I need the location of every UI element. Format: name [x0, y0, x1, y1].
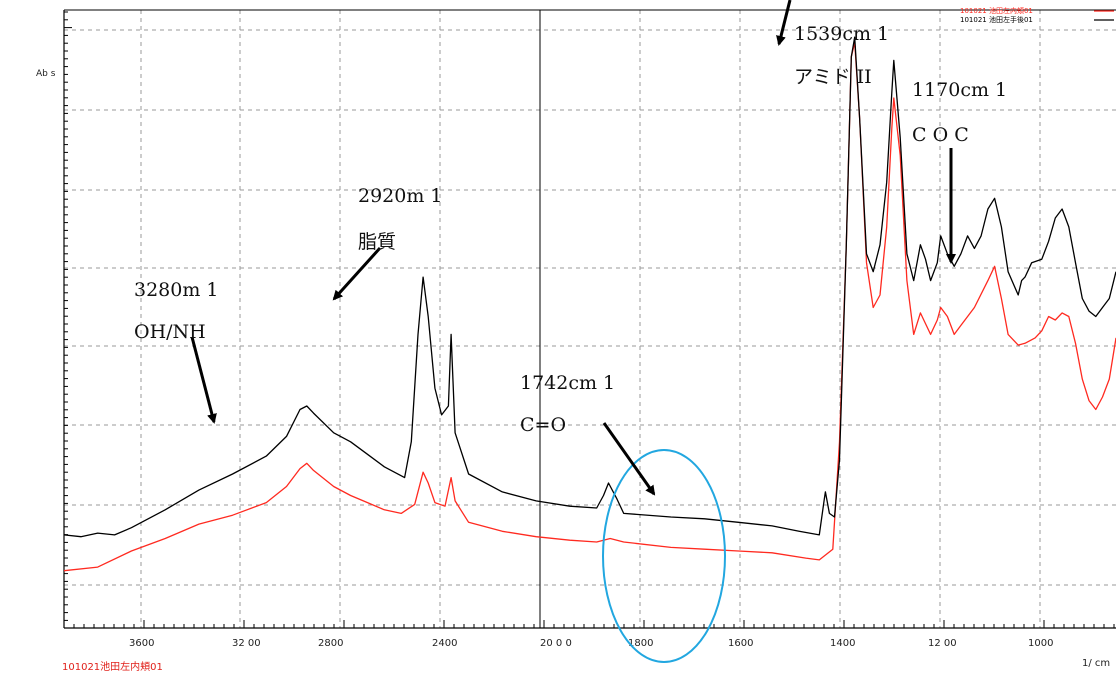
x-tick-label: 1000 — [1028, 638, 1053, 649]
x-tick-label: 32 00 — [232, 638, 261, 649]
legend: 101021 池田左内頬01 101021 池田左手後01 — [960, 6, 1114, 24]
annotation-1170-label: 1170cm 1 — [912, 79, 1007, 101]
arrow-3280 — [190, 336, 217, 424]
annotation-2920-sub: 脂質 — [358, 231, 396, 253]
legend-item-red-label: 101021 池田左内頬01 — [960, 6, 1033, 15]
arrow-1539 — [776, 0, 792, 46]
x-tick-label: 1400 — [830, 638, 855, 649]
series-line-red — [63, 41, 1116, 572]
grid — [64, 10, 1116, 628]
x-tick-label: 1800 — [628, 638, 653, 649]
arrow-1742 — [602, 422, 656, 496]
annotation-3280-sub: OH/NH — [134, 321, 206, 343]
annotation-1539-sub: アミド II — [794, 66, 872, 88]
x-tick-label: 20 0 0 — [540, 638, 572, 649]
axis-ticks: 3600 32 00 2800 2400 20 0 0 1800 1600 1400 12 00… — [63, 11, 1115, 649]
annotation-2920-label: 2920m 1 — [358, 185, 443, 207]
x-tick-label: 3600 — [129, 638, 154, 649]
highlight-layer — [602, 449, 726, 663]
annotation-3280-label: 3280m 1 — [134, 279, 219, 301]
plot-frame — [63, 9, 1116, 629]
annotation-1742-label: 1742cm 1 — [520, 372, 615, 394]
c-o-highlight-ellipse — [602, 449, 726, 663]
x-tick-label: 12 00 — [928, 638, 957, 649]
x-tick-label: 2400 — [432, 638, 457, 649]
legend-item-black-label: 101021 池田左手後01 — [960, 15, 1033, 24]
series-line-black — [63, 36, 1116, 538]
x-axis-unit: 1/ cm — [1082, 658, 1110, 669]
annotation-1539-label: 1539cm 1 — [794, 23, 889, 45]
series-layer — [63, 36, 1116, 572]
annotation-1170-sub: C O C — [912, 124, 969, 146]
sample-id-label: 101021池田左内頬01 — [62, 660, 163, 673]
x-tick-label: 2800 — [318, 638, 343, 649]
annotation-arrows — [190, 0, 956, 496]
y-axis-label: Ab s — [36, 69, 56, 79]
arrow-2920 — [332, 246, 382, 301]
x-tick-label: 1600 — [728, 638, 753, 649]
annotation-1742-sub: C=O — [520, 414, 566, 436]
